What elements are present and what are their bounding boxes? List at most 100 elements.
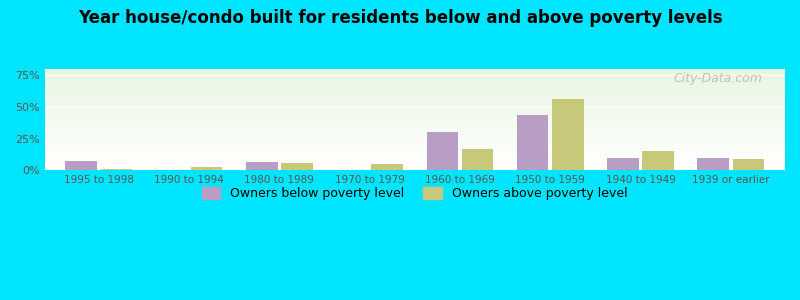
Bar xyxy=(45,78,785,79)
Bar xyxy=(45,79,785,80)
Bar xyxy=(45,164,785,165)
Bar xyxy=(45,105,785,106)
Bar xyxy=(45,146,785,147)
Bar xyxy=(45,93,785,94)
Bar xyxy=(45,96,785,97)
Bar xyxy=(45,104,785,105)
Bar xyxy=(45,150,785,151)
Bar xyxy=(45,71,785,72)
Bar xyxy=(45,122,785,123)
Bar xyxy=(45,127,785,128)
Bar xyxy=(45,147,785,148)
Bar xyxy=(45,74,785,75)
Bar xyxy=(45,92,785,93)
Bar xyxy=(45,75,785,76)
Bar xyxy=(45,149,785,150)
Bar xyxy=(66,161,97,170)
Bar xyxy=(45,73,785,74)
Bar xyxy=(45,110,785,112)
Bar xyxy=(45,148,785,149)
Bar xyxy=(45,98,785,99)
Bar xyxy=(552,99,584,170)
Bar xyxy=(45,123,785,124)
Text: City-Data.com: City-Data.com xyxy=(674,72,762,85)
Bar xyxy=(45,140,785,141)
Bar xyxy=(45,136,785,137)
Bar xyxy=(517,115,549,170)
Bar xyxy=(45,90,785,91)
Bar xyxy=(45,132,785,133)
Bar xyxy=(336,169,368,170)
Bar xyxy=(45,154,785,155)
Bar xyxy=(45,86,785,87)
Bar xyxy=(45,130,785,131)
Bar xyxy=(246,162,278,170)
Bar xyxy=(45,162,785,163)
Bar xyxy=(642,151,674,170)
Bar xyxy=(45,89,785,90)
Bar xyxy=(45,166,785,167)
Bar xyxy=(45,94,785,95)
Bar xyxy=(462,149,494,170)
Bar xyxy=(45,159,785,160)
Bar xyxy=(281,163,313,170)
Bar xyxy=(45,139,785,140)
Bar xyxy=(45,118,785,120)
Bar xyxy=(45,107,785,109)
Bar xyxy=(45,142,785,143)
Bar xyxy=(607,158,638,170)
Bar xyxy=(45,76,785,77)
Bar xyxy=(45,165,785,166)
Bar xyxy=(45,157,785,158)
Bar xyxy=(45,133,785,134)
Bar xyxy=(371,164,403,170)
Bar xyxy=(45,112,785,113)
Bar xyxy=(101,169,132,170)
Bar xyxy=(45,101,785,102)
Bar xyxy=(45,87,785,88)
Bar xyxy=(45,84,785,85)
Bar xyxy=(45,120,785,121)
Bar xyxy=(45,151,785,152)
Bar xyxy=(45,115,785,116)
Bar xyxy=(45,163,785,164)
Text: Year house/condo built for residents below and above poverty levels: Year house/condo built for residents bel… xyxy=(78,9,722,27)
Bar xyxy=(45,131,785,132)
Bar xyxy=(45,125,785,126)
Bar xyxy=(45,80,785,81)
Bar xyxy=(45,167,785,168)
Bar xyxy=(426,132,458,170)
Bar xyxy=(45,102,785,104)
Bar xyxy=(45,69,785,70)
Bar xyxy=(45,103,785,104)
Bar xyxy=(45,72,785,73)
Bar xyxy=(45,118,785,119)
Bar xyxy=(45,121,785,122)
Bar xyxy=(45,160,785,161)
Bar xyxy=(45,153,785,154)
Bar xyxy=(45,143,785,144)
Bar xyxy=(733,160,764,170)
Bar xyxy=(45,144,785,145)
Bar xyxy=(698,158,729,170)
Bar xyxy=(45,109,785,110)
Bar xyxy=(45,124,785,125)
Bar xyxy=(45,129,785,130)
Bar xyxy=(45,85,785,86)
Bar xyxy=(45,99,785,101)
Bar xyxy=(45,137,785,138)
Bar xyxy=(45,81,785,82)
Bar xyxy=(45,106,785,107)
Legend: Owners below poverty level, Owners above poverty level: Owners below poverty level, Owners above… xyxy=(195,181,634,206)
Bar xyxy=(45,135,785,136)
Bar xyxy=(45,155,785,156)
Bar xyxy=(45,138,785,139)
Bar xyxy=(45,82,785,83)
Bar xyxy=(45,134,785,135)
Bar xyxy=(45,88,785,89)
Bar xyxy=(191,167,222,170)
Bar xyxy=(45,95,785,96)
Bar xyxy=(45,113,785,115)
Bar xyxy=(45,70,785,71)
Bar xyxy=(45,141,785,142)
